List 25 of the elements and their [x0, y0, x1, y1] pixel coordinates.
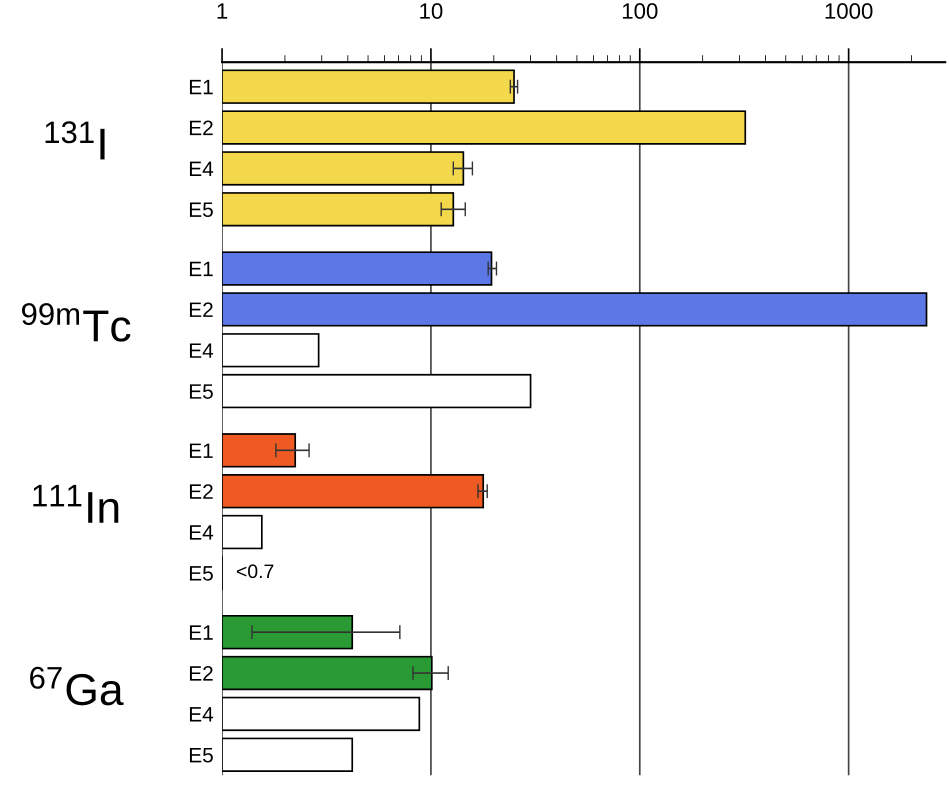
y-tick-label: E4 — [190, 343, 214, 358]
y-tick-label: E2 — [190, 666, 213, 681]
x-tick-label: 100 — [622, 3, 658, 19]
x-tick-label: 10 — [420, 3, 442, 19]
y-tick-label: E4 — [190, 162, 214, 176]
y-tick-label: E1 — [190, 262, 213, 276]
y-tick-label: E5 — [190, 566, 213, 581]
y-tick-label: E1 — [190, 625, 213, 640]
text: <0.7 — [236, 564, 274, 578]
y-tick-label: E5 — [190, 202, 213, 218]
y-tick-label: E2 — [190, 302, 213, 317]
y-tick-label: E5 — [190, 748, 213, 763]
y-tick-label: E1 — [190, 444, 213, 458]
y-tick-label: E4 — [190, 525, 214, 540]
text: $^{99m}$Tc — [22, 303, 130, 342]
x-tick-label: 1000 — [826, 3, 872, 19]
y-tick-label: E4 — [190, 707, 214, 722]
y-tick-label: E1 — [190, 80, 213, 94]
text: $^{131}$I — [46, 121, 105, 160]
y-tick-label: E5 — [190, 384, 213, 399]
y-tick-label: E2 — [190, 484, 213, 499]
x-tick-label: 1 — [218, 3, 228, 19]
text: $^{67}$Ga — [30, 666, 124, 706]
y-tick-label: E2 — [190, 120, 213, 136]
text: $^{111}$In — [33, 484, 118, 523]
